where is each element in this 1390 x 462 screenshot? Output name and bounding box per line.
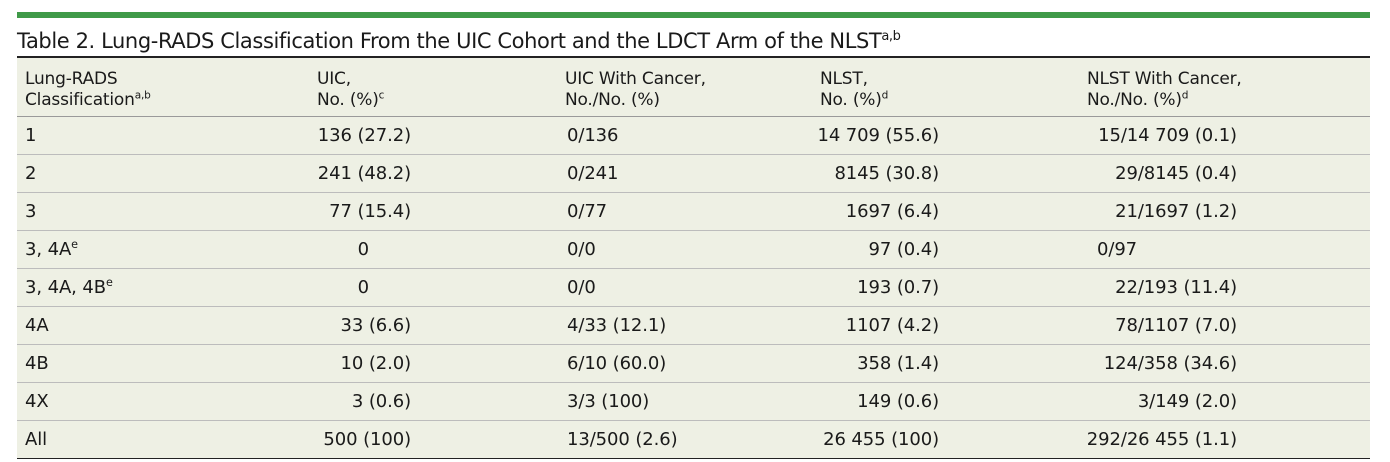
header-top-rule <box>17 56 1370 58</box>
table-row: All 500 (100) 13/500 (2.6) 26 455 (100) … <box>17 420 1370 459</box>
table-row: 3 77 (15.4) 0/77 1697 (6.4) 21/1697 (1.2… <box>17 192 1370 230</box>
cell-uic: 136 (27.2) <box>317 125 411 146</box>
cell-nlst: 193 (0.7) <box>857 277 939 298</box>
cell-classification: 4X <box>25 391 49 412</box>
table-title: Table 2. Lung-RADS Classification From t… <box>17 18 1370 56</box>
header-nlst: NLST, No. (%)d <box>820 69 888 111</box>
header-classification: Lung-RADS Classificationa,b <box>25 69 151 111</box>
cell-uic-cancer: 3/3 (100) <box>567 391 650 412</box>
header-footnote: c <box>378 89 385 102</box>
header-footnote: a,b <box>134 89 151 102</box>
header-line: No. (%) <box>820 90 882 110</box>
accent-bar <box>17 12 1370 18</box>
table-row: 2 241 (48.2) 0/241 8145 (30.8) 29/8145 (… <box>17 154 1370 192</box>
header-footnote: d <box>1181 89 1189 102</box>
table-row: 4B 10 (2.0) 6/10 (60.0) 358 (1.4) 124/35… <box>17 344 1370 382</box>
cell-nlst-cancer: 29/8145 (0.4) <box>1115 163 1237 184</box>
cell-uic: 241 (48.2) <box>317 163 411 184</box>
cell-nlst-cancer: 15/14 709 (0.1) <box>1098 125 1237 146</box>
header-footnote: d <box>881 89 889 102</box>
cell-classification: 1 <box>25 125 37 146</box>
cell-uic-cancer: 0/241 <box>567 163 619 184</box>
header-uic-cancer: UIC With Cancer, No./No. (%) <box>565 69 706 111</box>
cell-nlst: 149 (0.6) <box>857 391 939 412</box>
table-header: Lung-RADS Classificationa,b UIC, No. (%)… <box>17 58 1370 117</box>
cell-uic: 33 (6.6) <box>340 315 412 336</box>
cell-classification: All <box>25 429 48 450</box>
table-row: 4A 33 (6.6) 4/33 (12.1) 1107 (4.2) 78/11… <box>17 306 1370 344</box>
table-row: 4X 3 (0.6) 3/3 (100) 149 (0.6) 3/149 (2.… <box>17 382 1370 420</box>
header-line: UIC, <box>317 69 351 89</box>
cell-uic-cancer: 0/136 <box>567 125 619 146</box>
header-line: No./No. (%) <box>565 90 660 110</box>
cell-uic: 500 (100) <box>323 429 411 450</box>
cell-uic-cancer: 4/33 (12.1) <box>567 315 667 336</box>
cell-classification: 2 <box>25 163 37 184</box>
header-line: NLST With Cancer, <box>1087 69 1242 89</box>
table-row: 3, 4A, 4Be 0 0/0 193 (0.7) 22/193 (11.4) <box>17 268 1370 306</box>
table-row: 3, 4Ae 0 0/0 97 (0.4) 0/97 <box>17 230 1370 268</box>
cell-uic: 0 <box>357 277 369 298</box>
cell-uic: 77 (15.4) <box>329 201 411 222</box>
cell-classification: 4B <box>25 353 49 374</box>
cell-nlst-cancer: 292/26 455 (1.1) <box>1086 429 1237 450</box>
cell-nlst: 1697 (6.4) <box>845 201 939 222</box>
cell-classification: 3 <box>25 201 37 222</box>
table-title-footnote: a,b <box>881 29 901 44</box>
cell-classification: 3, 4A, 4Be <box>25 276 113 298</box>
cell-uic: 10 (2.0) <box>340 353 412 374</box>
cell-uic-cancer: 0/77 <box>567 201 608 222</box>
header-line: NLST, <box>820 69 868 89</box>
cell-nlst: 1107 (4.2) <box>845 315 939 336</box>
cell-nlst: 358 (1.4) <box>857 353 939 374</box>
cell-nlst-cancer: 78/1107 (7.0) <box>1115 315 1237 336</box>
cell-uic-cancer: 0/0 <box>567 239 596 260</box>
cell-nlst: 8145 (30.8) <box>834 163 939 184</box>
header-line: No. (%) <box>317 90 379 110</box>
cell-classification: 4A <box>25 315 49 336</box>
cell-nlst-cancer: 21/1697 (1.2) <box>1115 201 1237 222</box>
cell-nlst-cancer: 3/149 (2.0) <box>1137 391 1237 412</box>
cell-uic-cancer: 6/10 (60.0) <box>567 353 667 374</box>
table-row: 1 136 (27.2) 0/136 14 709 (55.6) 15/14 7… <box>17 117 1370 154</box>
header-line: No./No. (%) <box>1087 90 1182 110</box>
cell-nlst: 14 709 (55.6) <box>817 125 939 146</box>
cell-nlst-cancer: 0/97 <box>1097 239 1138 260</box>
cell-uic: 3 (0.6) <box>351 391 411 412</box>
cell-nlst-cancer: 22/193 (11.4) <box>1115 277 1237 298</box>
cell-nlst-cancer: 124/358 (34.6) <box>1103 353 1237 374</box>
header-uic: UIC, No. (%)c <box>317 69 384 111</box>
cell-classification: 3, 4Ae <box>25 238 78 260</box>
cell-uic-cancer: 13/500 (2.6) <box>567 429 678 450</box>
table-title-text: Table 2. Lung-RADS Classification From t… <box>17 29 882 53</box>
header-line: UIC With Cancer, <box>565 69 706 89</box>
header-line: Lung-RADS <box>25 69 118 89</box>
header-line: Classification <box>25 90 135 110</box>
header-nlst-cancer: NLST With Cancer, No./No. (%)d <box>1087 69 1242 111</box>
cell-uic: 0 <box>357 239 369 260</box>
table-container: Table 2. Lung-RADS Classification From t… <box>17 12 1370 459</box>
cell-nlst: 26 455 (100) <box>823 429 939 450</box>
cell-nlst: 97 (0.4) <box>868 239 940 260</box>
cell-uic-cancer: 0/0 <box>567 277 596 298</box>
